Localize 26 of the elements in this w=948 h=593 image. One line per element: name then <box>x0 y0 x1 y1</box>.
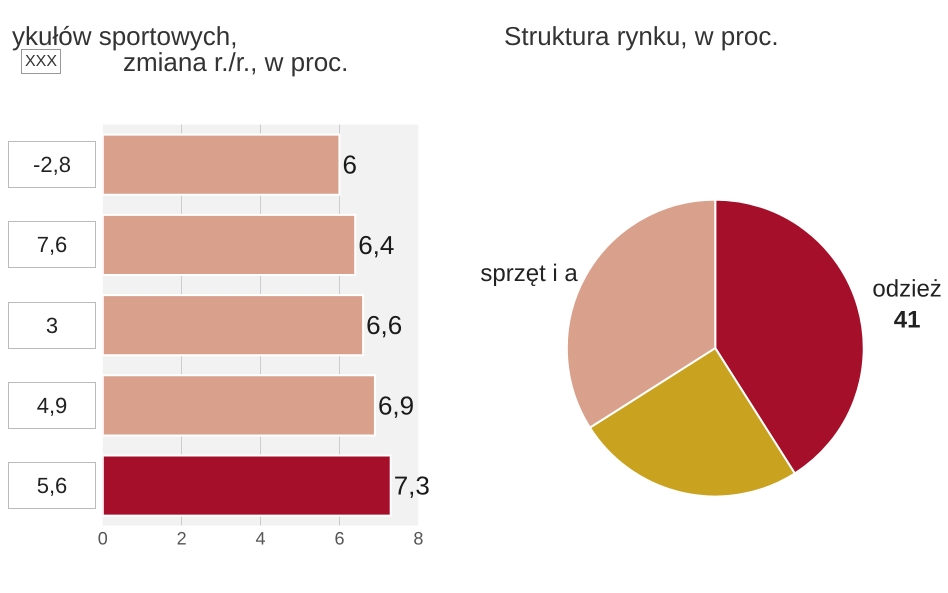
data-label: 6,9 <box>378 390 414 420</box>
chart-title: ykułów sportowych, <box>12 21 238 51</box>
data-label: 41 <box>894 306 920 334</box>
text: 5,6 <box>36 473 68 498</box>
text: 3 <box>46 313 58 338</box>
data-label: 7,3 <box>394 470 430 501</box>
bar <box>102 454 392 517</box>
chart-title: Struktura rynku, w proc. <box>504 21 779 51</box>
x-tick-label: 8 <box>413 528 424 549</box>
bar <box>102 294 364 356</box>
x-tick-label: 2 <box>176 528 187 549</box>
slice-label: sprzęt i a <box>480 260 578 287</box>
bar <box>102 374 376 436</box>
text: XXX <box>25 53 58 70</box>
x-tick-label: 6 <box>334 528 344 549</box>
bar <box>102 134 340 196</box>
bar <box>102 214 356 276</box>
text: -2,8 <box>33 152 71 177</box>
slice-label: odzież <box>872 275 942 302</box>
x-tick-label: 4 <box>256 528 266 549</box>
data-label: 6 <box>342 150 357 180</box>
text: 7,6 <box>36 232 68 257</box>
data-label: 6,6 <box>366 310 402 340</box>
text: 4,9 <box>36 393 68 418</box>
x-tick-label: 0 <box>98 528 108 549</box>
data-label: 6,4 <box>358 230 394 260</box>
